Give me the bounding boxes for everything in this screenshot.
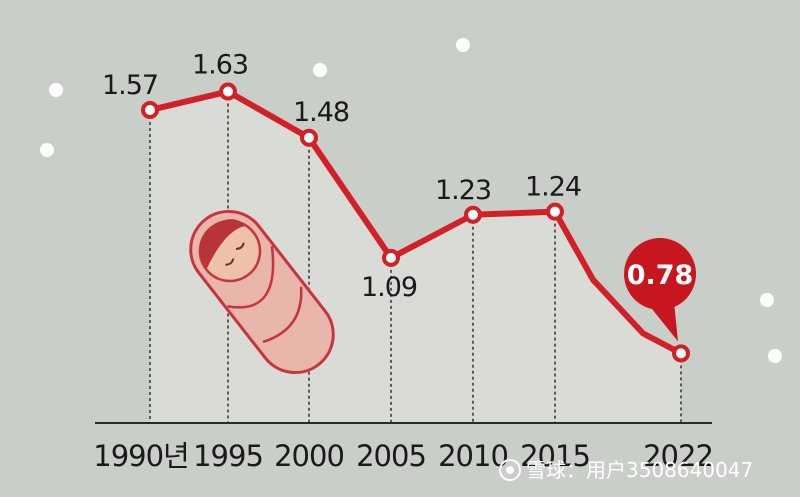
x-tick-label: 2022 bbox=[643, 439, 713, 473]
data-point bbox=[546, 202, 564, 221]
x-tick-label: 2005 bbox=[356, 439, 426, 473]
data-point bbox=[464, 205, 482, 224]
data-label: 1.23 bbox=[435, 175, 491, 206]
data-point bbox=[382, 248, 400, 267]
x-tick-label: 2015 bbox=[520, 439, 590, 473]
swaddled-baby-icon bbox=[189, 209, 335, 375]
highlight-data-label: 0.78 bbox=[627, 260, 694, 291]
data-point bbox=[300, 128, 318, 147]
snow-dot bbox=[456, 38, 470, 52]
x-tick-labels: 1990년 1995 2000 2005 2010 2015 2022 bbox=[93, 439, 714, 473]
data-label: 1.24 bbox=[525, 172, 581, 203]
data-point bbox=[672, 344, 690, 363]
data-point bbox=[141, 101, 159, 120]
x-tick-label: 1995 bbox=[193, 439, 263, 473]
data-point bbox=[219, 82, 237, 101]
snow-dot bbox=[49, 83, 63, 97]
data-labels: 1.57 1.63 1.48 1.09 1.23 1.24 bbox=[102, 50, 582, 303]
x-tick-label: 2000 bbox=[274, 439, 344, 473]
callout-pointer bbox=[648, 302, 678, 342]
snow-dot bbox=[768, 349, 782, 363]
x-tick-label: 2010 bbox=[438, 439, 508, 473]
snowball-logo-icon bbox=[499, 459, 521, 481]
snow-dot bbox=[40, 143, 54, 157]
watermark: 雪球：用户3508640047 bbox=[499, 458, 753, 482]
data-points bbox=[141, 82, 690, 363]
data-label: 1.09 bbox=[361, 272, 417, 303]
data-label: 1.48 bbox=[293, 97, 349, 128]
data-label: 1.63 bbox=[192, 50, 248, 81]
snow-dot bbox=[760, 293, 774, 307]
data-label: 1.57 bbox=[102, 70, 158, 101]
watermark-text: 雪球：用户3508640047 bbox=[526, 458, 753, 482]
drop-lines bbox=[149, 91, 682, 423]
x-tick-label: 1990년 bbox=[93, 439, 188, 473]
highlight-callout: 0.78 bbox=[624, 238, 696, 342]
callout-bubble bbox=[624, 238, 696, 310]
snow-dot bbox=[313, 63, 327, 77]
